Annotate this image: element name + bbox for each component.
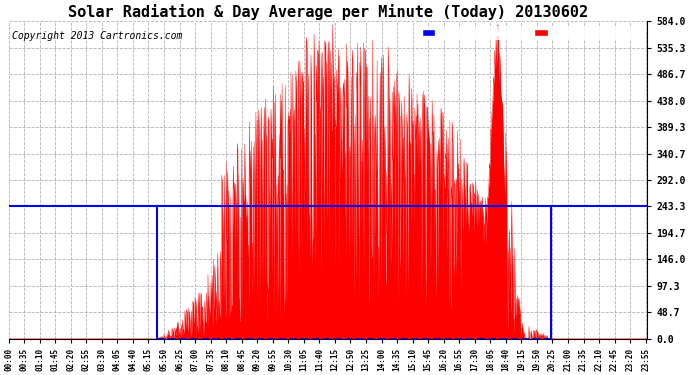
Legend: Median (W/m2), Radiation (W/m2): Median (W/m2), Radiation (W/m2) [419,26,643,40]
Text: Copyright 2013 Cartronics.com: Copyright 2013 Cartronics.com [12,31,182,41]
Title: Solar Radiation & Day Average per Minute (Today) 20130602: Solar Radiation & Day Average per Minute… [68,4,588,20]
